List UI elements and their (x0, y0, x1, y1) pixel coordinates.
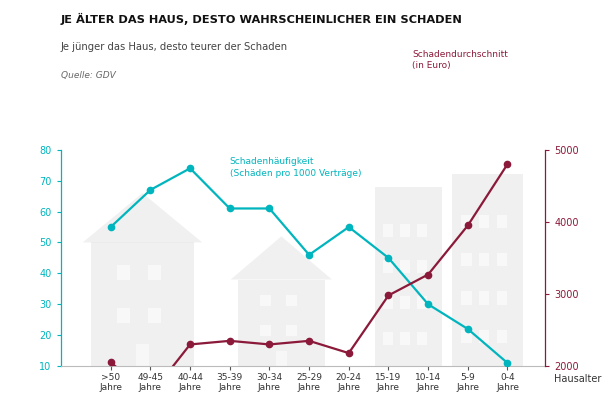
FancyBboxPatch shape (496, 215, 507, 228)
FancyBboxPatch shape (496, 291, 507, 305)
FancyBboxPatch shape (383, 332, 393, 344)
Polygon shape (82, 193, 202, 243)
Polygon shape (231, 236, 332, 280)
Text: Je jünger das Haus, desto teurer der Schaden: Je jünger das Haus, desto teurer der Sch… (61, 42, 288, 52)
FancyBboxPatch shape (148, 265, 161, 280)
Text: Schadendurchschnitt
(in Euro): Schadendurchschnitt (in Euro) (412, 50, 508, 70)
FancyBboxPatch shape (259, 325, 271, 336)
FancyBboxPatch shape (285, 295, 297, 305)
FancyBboxPatch shape (496, 329, 507, 343)
FancyBboxPatch shape (383, 225, 393, 237)
FancyBboxPatch shape (383, 260, 393, 273)
FancyBboxPatch shape (400, 260, 410, 273)
Text: Schadenhäufigkeit
(Schäden pro 1000 Verträge): Schadenhäufigkeit (Schäden pro 1000 Vert… (230, 158, 361, 178)
FancyBboxPatch shape (400, 296, 410, 309)
FancyBboxPatch shape (400, 332, 410, 344)
FancyBboxPatch shape (461, 253, 471, 267)
FancyBboxPatch shape (148, 308, 161, 323)
FancyBboxPatch shape (417, 260, 427, 273)
FancyBboxPatch shape (417, 225, 427, 237)
FancyBboxPatch shape (400, 225, 410, 237)
FancyBboxPatch shape (461, 291, 471, 305)
FancyBboxPatch shape (417, 332, 427, 344)
Text: Quelle: GDV: Quelle: GDV (61, 71, 115, 80)
FancyBboxPatch shape (452, 174, 524, 366)
FancyBboxPatch shape (285, 325, 297, 336)
FancyBboxPatch shape (259, 295, 271, 305)
FancyBboxPatch shape (496, 253, 507, 267)
FancyBboxPatch shape (383, 296, 393, 309)
FancyBboxPatch shape (91, 243, 194, 366)
FancyBboxPatch shape (479, 329, 490, 343)
FancyBboxPatch shape (276, 351, 287, 366)
FancyBboxPatch shape (136, 344, 148, 366)
Text: JE ÄLTER DAS HAUS, DESTO WAHRSCHEINLICHER EIN SCHADEN: JE ÄLTER DAS HAUS, DESTO WAHRSCHEINLICHE… (61, 12, 462, 25)
FancyBboxPatch shape (479, 253, 490, 267)
FancyBboxPatch shape (461, 329, 471, 343)
FancyBboxPatch shape (461, 215, 471, 228)
FancyBboxPatch shape (117, 308, 130, 323)
FancyBboxPatch shape (479, 215, 490, 228)
FancyBboxPatch shape (417, 296, 427, 309)
FancyBboxPatch shape (238, 280, 325, 366)
FancyBboxPatch shape (375, 187, 442, 366)
FancyBboxPatch shape (117, 265, 130, 280)
FancyBboxPatch shape (479, 291, 490, 305)
Text: Hausalter: Hausalter (554, 374, 602, 384)
